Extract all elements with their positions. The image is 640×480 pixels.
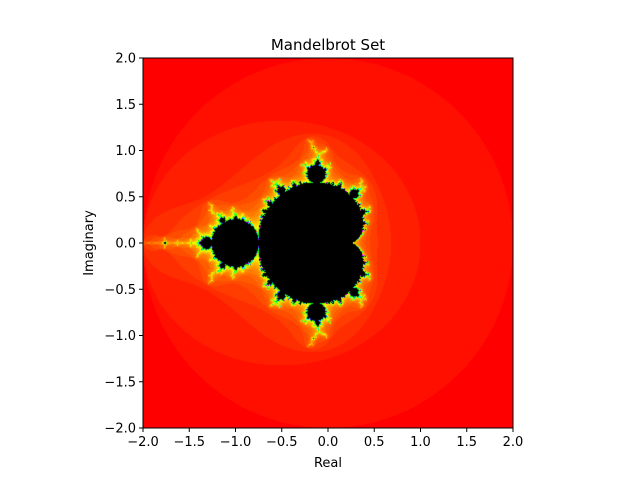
y-tick-label: 0.5 — [115, 190, 136, 205]
y-axis-label: Imaginary — [82, 210, 97, 276]
y-tick-label: 1.5 — [115, 98, 136, 113]
x-tick-label: −2.0 — [127, 435, 159, 450]
y-tick-label: −1.5 — [104, 375, 136, 390]
x-axis: −2.0 −1.5 −1.0 −0.5 0.0 0.5 1.0 1.5 2.0 — [127, 428, 523, 450]
x-tick-label: 2.0 — [503, 435, 524, 450]
y-tick-label: −0.5 — [104, 283, 136, 298]
y-axis: −2.0 −1.5 −1.0 −0.5 0.0 0.5 1.0 1.5 2.0 — [104, 52, 143, 437]
x-tick-label: 1.5 — [456, 435, 477, 450]
axes-frame — [142, 57, 514, 429]
y-tick-label: 0.0 — [115, 237, 136, 252]
chart-title: Mandelbrot Set — [271, 36, 385, 54]
x-axis-label: Real — [314, 456, 342, 471]
y-tick-label: 2.0 — [115, 52, 136, 67]
y-tick-label: −2.0 — [104, 422, 136, 437]
x-tick-label: 0.0 — [318, 435, 339, 450]
x-tick-label: −1.5 — [173, 435, 205, 450]
mandelbrot-image — [143, 58, 513, 428]
x-tick-label: 1.0 — [410, 435, 431, 450]
x-tick-label: −1.0 — [220, 435, 252, 450]
x-tick-label: 0.5 — [364, 435, 385, 450]
y-tick-label: −1.0 — [104, 329, 136, 344]
x-tick-label: −0.5 — [266, 435, 298, 450]
y-tick-label: 1.0 — [115, 144, 136, 159]
